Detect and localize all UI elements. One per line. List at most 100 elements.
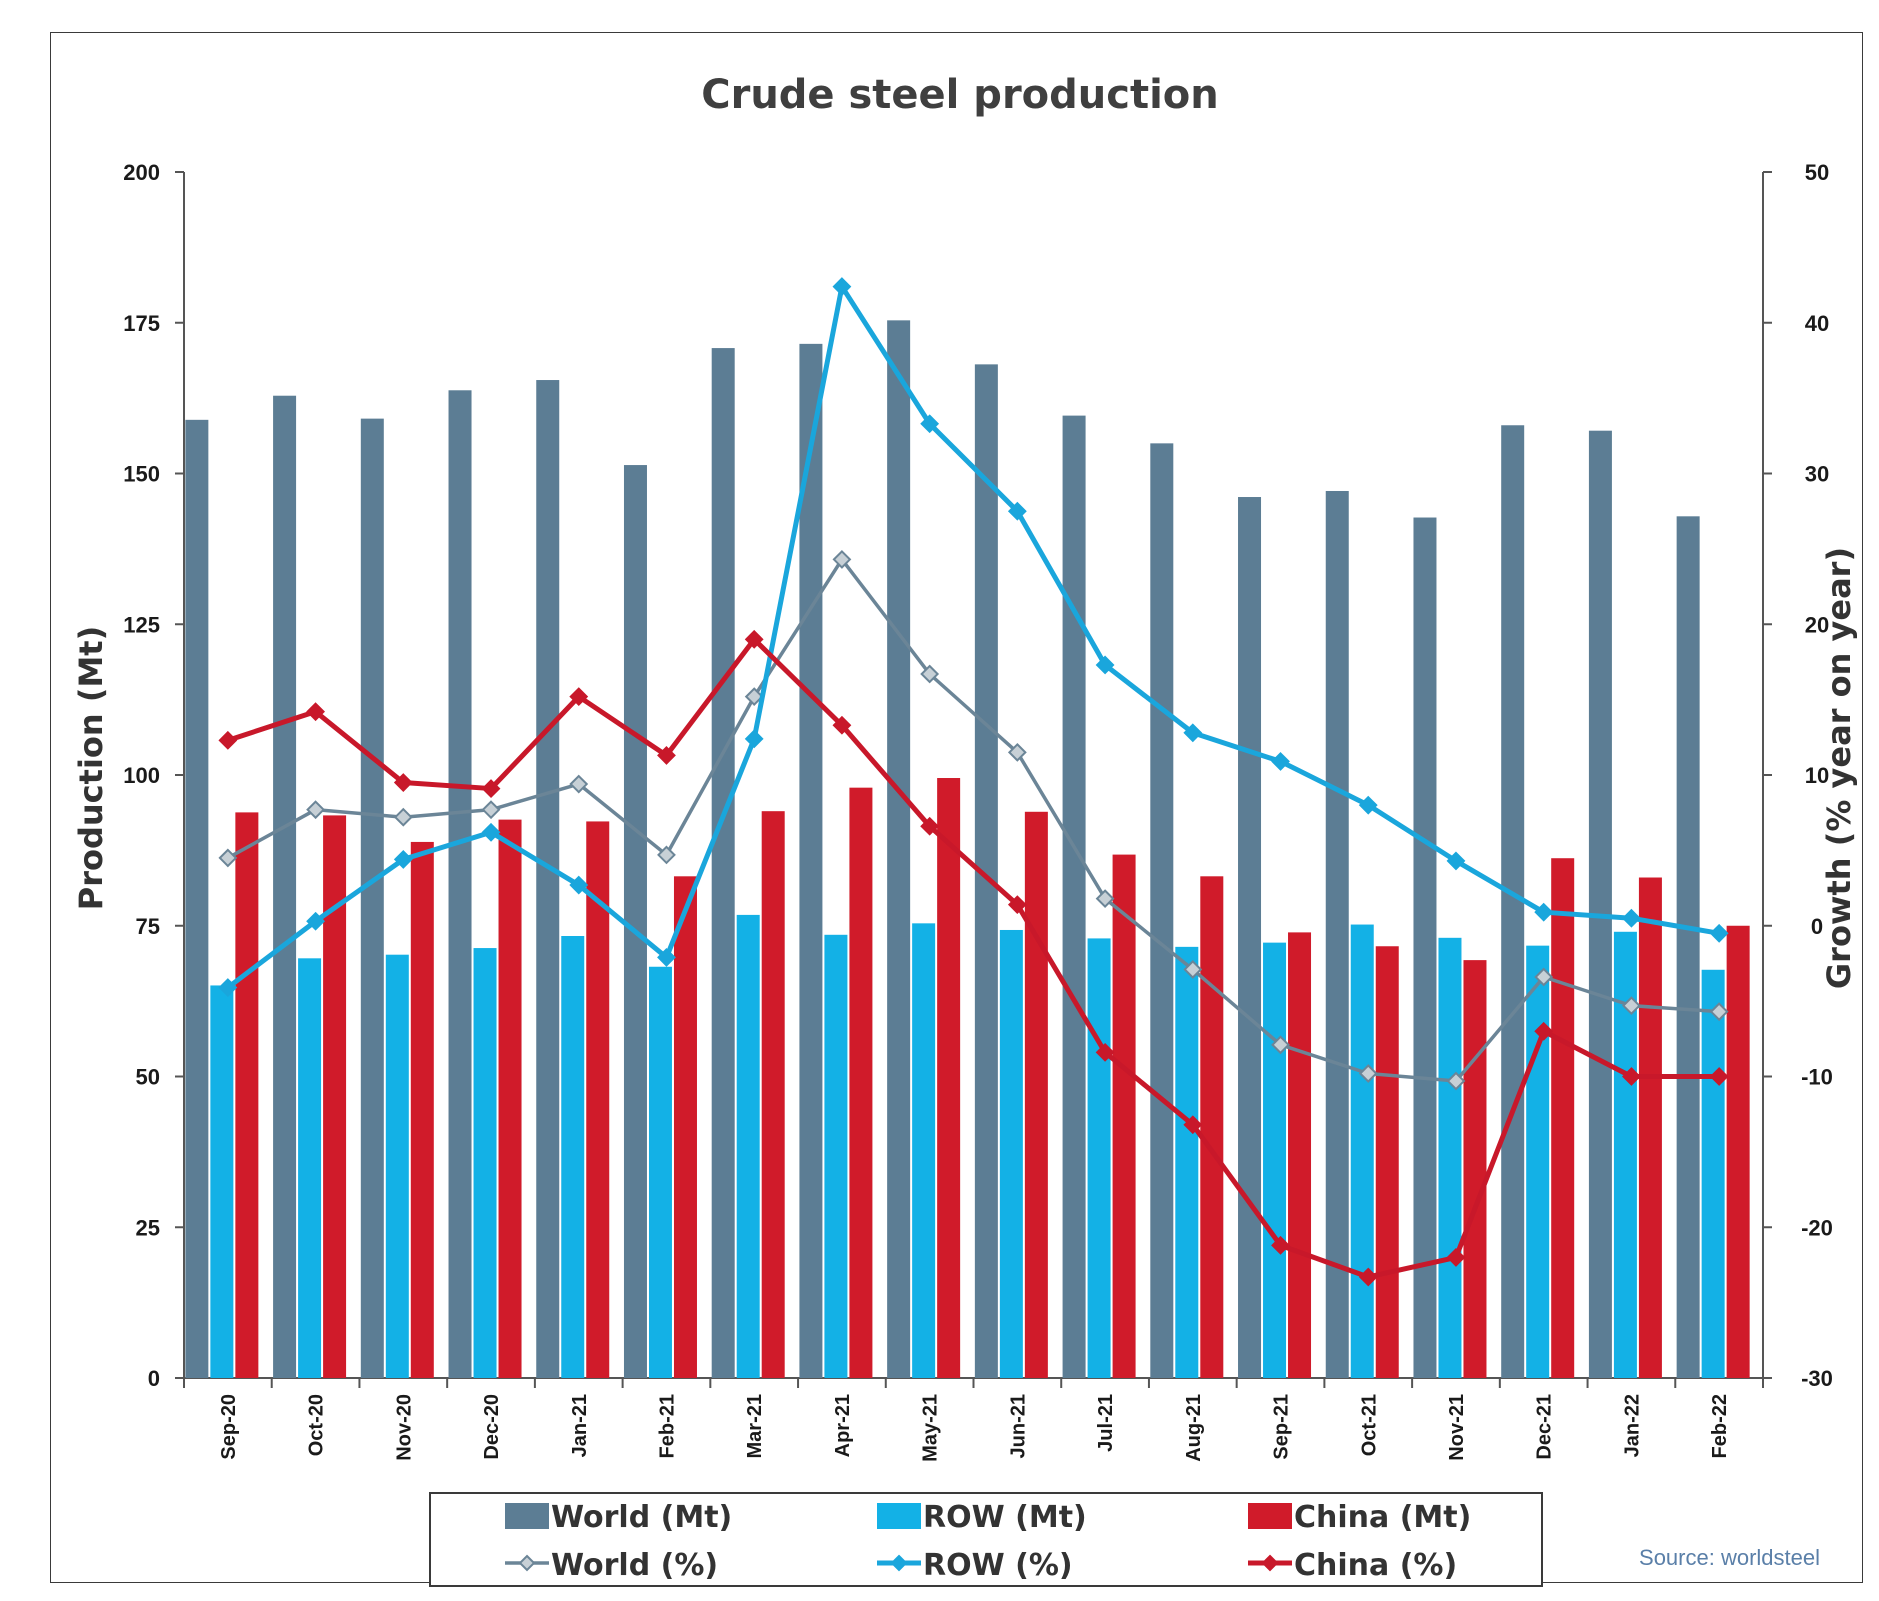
point-marker bbox=[920, 664, 940, 684]
point-marker bbox=[1271, 1235, 1290, 1255]
y2-tick-label: -30 bbox=[1801, 1366, 1833, 1391]
legend-label: ROW (%) bbox=[923, 1548, 1073, 1583]
point-marker bbox=[920, 414, 940, 434]
point-marker bbox=[832, 715, 852, 735]
x-tick-label: Sep-21 bbox=[1271, 1394, 1293, 1460]
source-note: Source: worldsteel bbox=[1639, 1545, 1820, 1570]
x-tick-label: Aug-21 bbox=[1183, 1394, 1205, 1462]
point-marker bbox=[657, 845, 676, 865]
point-marker bbox=[1095, 1042, 1115, 1062]
point-marker bbox=[657, 947, 676, 967]
legend-marker bbox=[1261, 1554, 1279, 1572]
point-marker bbox=[1709, 1002, 1729, 1022]
point-marker bbox=[393, 850, 413, 869]
y2-tick-label: -20 bbox=[1801, 1215, 1833, 1240]
bar-row-mt bbox=[1350, 924, 1374, 1378]
bar-row-mt bbox=[473, 948, 497, 1378]
bar-china-mt bbox=[1638, 877, 1662, 1378]
point-marker bbox=[1622, 996, 1641, 1016]
x-tick-label: Jul-21 bbox=[1095, 1394, 1117, 1452]
chart-title: Crude steel production bbox=[701, 72, 1219, 118]
bar-world-mt bbox=[1325, 490, 1349, 1378]
legend-marker bbox=[890, 1554, 908, 1572]
legend-label: China (%) bbox=[1294, 1548, 1457, 1583]
bar-china-mt bbox=[1463, 960, 1487, 1378]
x-tick-label: Dec-21 bbox=[1534, 1394, 1556, 1460]
bar-world-mt bbox=[448, 390, 472, 1378]
bar-world-mt bbox=[536, 380, 560, 1378]
y2-tick-label: 50 bbox=[1805, 160, 1829, 185]
point-marker bbox=[1446, 1247, 1466, 1267]
point-marker bbox=[744, 729, 764, 749]
bar-china-mt bbox=[410, 841, 434, 1378]
point-marker bbox=[1709, 1067, 1729, 1086]
bar-china-mt bbox=[673, 876, 697, 1378]
bar-row-mt bbox=[210, 985, 234, 1378]
bar-row-mt bbox=[1701, 969, 1725, 1378]
legend-label: ROW (Mt) bbox=[923, 1500, 1087, 1535]
y2-tick-label: 20 bbox=[1805, 612, 1829, 637]
point-marker bbox=[306, 911, 325, 931]
y-tick-label: 0 bbox=[148, 1366, 160, 1391]
point-marker bbox=[1534, 902, 1554, 922]
x-tick-label: Dec-20 bbox=[481, 1394, 503, 1460]
bar-row-mt bbox=[824, 934, 848, 1378]
point-marker bbox=[481, 822, 501, 842]
y-tick-label: 175 bbox=[123, 311, 160, 336]
point-marker bbox=[1446, 1071, 1466, 1091]
x-tick-label: Jan-22 bbox=[1621, 1394, 1643, 1457]
point-marker bbox=[1007, 501, 1027, 521]
point-marker bbox=[1709, 923, 1729, 943]
point-marker bbox=[569, 875, 589, 895]
point-marker bbox=[393, 807, 413, 827]
point-marker bbox=[1183, 1115, 1203, 1135]
bar-china-mt bbox=[235, 812, 259, 1378]
bar-row-mt bbox=[1175, 946, 1199, 1378]
axes: 0 25 50 75 100 125 150 175 200 -30 -20 -10 0 10 20 30 40… bbox=[123, 160, 1833, 1462]
y-tick-label: 125 bbox=[123, 612, 160, 637]
line-row bbox=[226, 284, 1720, 990]
bar-row-mt bbox=[385, 954, 409, 1378]
point-marker bbox=[1007, 895, 1027, 915]
x-tick-label: Oct-21 bbox=[1358, 1394, 1380, 1456]
point-marker bbox=[1095, 889, 1115, 909]
bar-row-mt bbox=[1263, 942, 1287, 1378]
point-marker bbox=[1622, 908, 1641, 928]
x-tick-label: Nov-20 bbox=[393, 1394, 415, 1461]
bar-world-mt bbox=[799, 343, 823, 1379]
point-marker bbox=[920, 816, 940, 836]
bar-china-mt bbox=[1551, 858, 1575, 1378]
point-marker bbox=[218, 730, 238, 750]
point-marker bbox=[569, 774, 589, 794]
x-tick-label: Feb-21 bbox=[656, 1394, 678, 1458]
point-marker bbox=[1534, 1021, 1554, 1041]
bar-row-mt bbox=[561, 936, 585, 1378]
x-tick-label: Jan-21 bbox=[569, 1394, 591, 1457]
bar-china-mt bbox=[323, 815, 347, 1378]
point-marker bbox=[744, 687, 764, 707]
point-marker bbox=[393, 773, 413, 792]
bar-world-mt bbox=[1501, 425, 1525, 1378]
point-marker bbox=[218, 848, 238, 868]
x-tick-label: Apr-21 bbox=[832, 1394, 854, 1457]
bar-china-mt bbox=[1288, 932, 1312, 1378]
point-marker bbox=[1622, 1067, 1641, 1086]
y-tick-label: 50 bbox=[136, 1065, 160, 1090]
point-marker bbox=[1183, 723, 1203, 743]
bar-world-mt bbox=[1238, 497, 1262, 1379]
point-marker bbox=[218, 978, 238, 997]
point-marker bbox=[1534, 967, 1554, 987]
bar-china-mt bbox=[1200, 876, 1224, 1378]
bar-world-mt bbox=[1150, 443, 1174, 1379]
y2-axis-label: Growth (% year on year) bbox=[1820, 547, 1858, 989]
x-tick-label: Sep-20 bbox=[218, 1394, 240, 1460]
line-world bbox=[227, 557, 1720, 1083]
x-tick-label: May-21 bbox=[920, 1394, 942, 1462]
point-marker bbox=[481, 779, 501, 798]
legend-label: China (Mt) bbox=[1294, 1500, 1471, 1535]
bar-row-mt bbox=[1438, 937, 1462, 1378]
bar-row-mt bbox=[298, 958, 322, 1378]
bar-world-mt bbox=[1676, 516, 1700, 1378]
bar-world-mt bbox=[1413, 517, 1437, 1378]
